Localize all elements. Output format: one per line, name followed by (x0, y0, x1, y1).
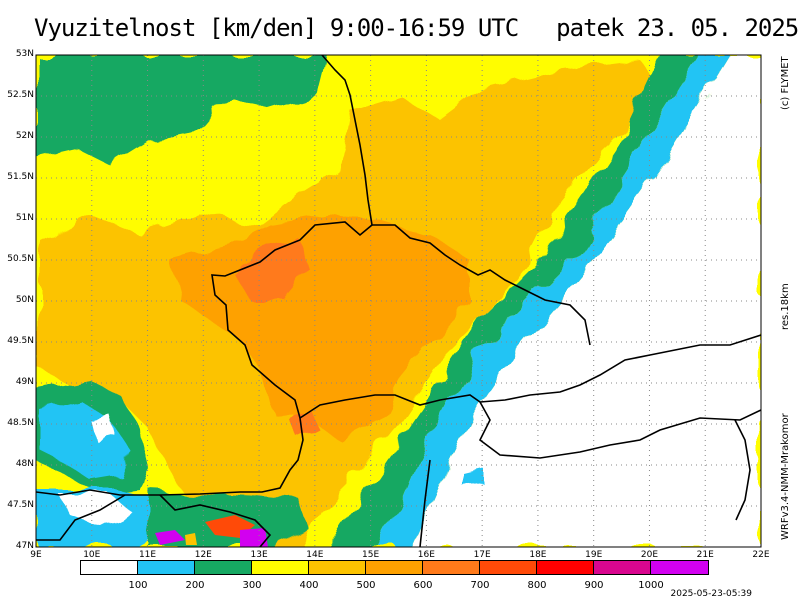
legend-label: 100 (128, 580, 148, 591)
legend-label: 900 (584, 580, 604, 591)
lon-label: 16E (417, 550, 435, 560)
lat-label: 48.5N (7, 418, 34, 428)
legend-swatch (423, 561, 480, 574)
austria-hungary-border (419, 459, 431, 547)
copyright-text: (c) FLYMET (780, 56, 791, 110)
lon-label: 22E (752, 550, 770, 560)
field-1000-a (155, 530, 185, 545)
romania-border (734, 419, 751, 521)
lon-label: 21E (696, 550, 714, 560)
field-100-200-islet (465, 470, 485, 488)
lat-label: 53N (15, 49, 34, 59)
lat-label: 51N (15, 213, 34, 223)
map-title: Vyuzitelnost [km/den] 9:00-16:59 UTC pate… (34, 14, 799, 42)
legend-label: 1000 (638, 580, 664, 591)
legend-swatch (252, 561, 309, 574)
legend-swatch (594, 561, 651, 574)
legend-label: 400 (299, 580, 319, 591)
country-borders (36, 55, 761, 547)
field-600-700-b (290, 410, 320, 440)
lat-lon-grid (36, 55, 761, 547)
germany-czechia-austria-border (36, 55, 373, 496)
lat-label: 47N (15, 541, 34, 551)
lat-label: 47.5N (7, 500, 34, 510)
field-1000-b (240, 528, 268, 547)
lat-label: 52.5N (7, 90, 34, 100)
lon-label: 17E (473, 550, 491, 560)
field-0-100-east (410, 55, 761, 547)
legend-swatch (366, 561, 423, 574)
lat-label: 49.5N (7, 336, 34, 346)
lon-label: 13E (250, 550, 268, 560)
switzerland-border (36, 494, 126, 541)
alps-border (159, 494, 272, 547)
color-legend (80, 560, 709, 575)
legend-swatch (480, 561, 537, 574)
legend-label: 200 (185, 580, 205, 591)
legend-label: 300 (242, 580, 262, 591)
field-600-700-a (230, 240, 310, 300)
legend-label: 500 (356, 580, 376, 591)
lon-label: 12E (194, 550, 212, 560)
field-0-100-a (90, 415, 115, 440)
legend-label: 700 (470, 580, 490, 591)
legend-swatch (81, 561, 138, 574)
slovakia-hungary-north-border (479, 334, 761, 403)
legend-swatch (309, 561, 366, 574)
title-date: patek 23. 05. 2025 (556, 14, 799, 42)
lon-label: 11E (138, 550, 157, 560)
lat-label: 48N (15, 459, 34, 469)
field-200-300-north (36, 55, 330, 165)
lon-label: 18E (529, 550, 547, 560)
lat-label: 50.5N (7, 254, 34, 264)
lat-label: 51.5N (7, 172, 34, 182)
map-field (36, 55, 761, 547)
map-frame (35, 54, 762, 548)
field-100-200-east (380, 55, 730, 547)
lat-label: 50N (15, 295, 34, 305)
legend-label: 600 (413, 580, 433, 591)
legend-swatch (537, 561, 594, 574)
field-400-500-spot (185, 533, 197, 545)
lon-label: 20E (640, 550, 659, 560)
legend-swatch (651, 561, 708, 574)
lon-label: 9E (30, 550, 42, 560)
lon-label: 14E (306, 550, 324, 560)
title-main: Vyuzitelnost [km/den] 9:00-16:59 UTC (34, 14, 519, 42)
legend-swatch (195, 561, 252, 574)
lon-label: 19E (585, 550, 603, 560)
field-200-300-east (330, 55, 700, 547)
lon-label: 10E (83, 550, 101, 560)
lat-label: 52N (15, 131, 34, 141)
slovakia-hungary-south-border (478, 401, 761, 459)
model-text: WRFv3.4-NMM-Mrakomor (780, 413, 791, 540)
lon-label: 15E (362, 550, 380, 560)
czechia-austria-border (299, 394, 481, 419)
resolution-text: res.18km (780, 283, 791, 330)
lat-label: 49N (15, 377, 34, 387)
run-timestamp: 2025-05-23-05:39 (670, 589, 753, 599)
czechia-poland-border (372, 224, 591, 346)
legend-label: 800 (527, 580, 547, 591)
legend-swatch (138, 561, 195, 574)
